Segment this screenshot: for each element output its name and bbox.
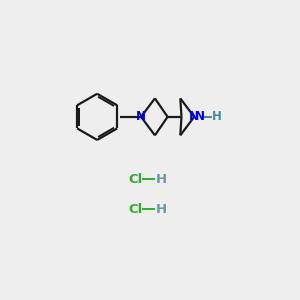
Text: N: N	[136, 110, 146, 123]
Text: H: H	[212, 110, 222, 123]
Text: Cl: Cl	[128, 173, 142, 186]
Text: H: H	[156, 203, 167, 216]
Text: Cl: Cl	[128, 203, 142, 216]
Text: N: N	[189, 110, 199, 123]
Text: N: N	[195, 110, 205, 123]
Text: H: H	[156, 173, 167, 186]
